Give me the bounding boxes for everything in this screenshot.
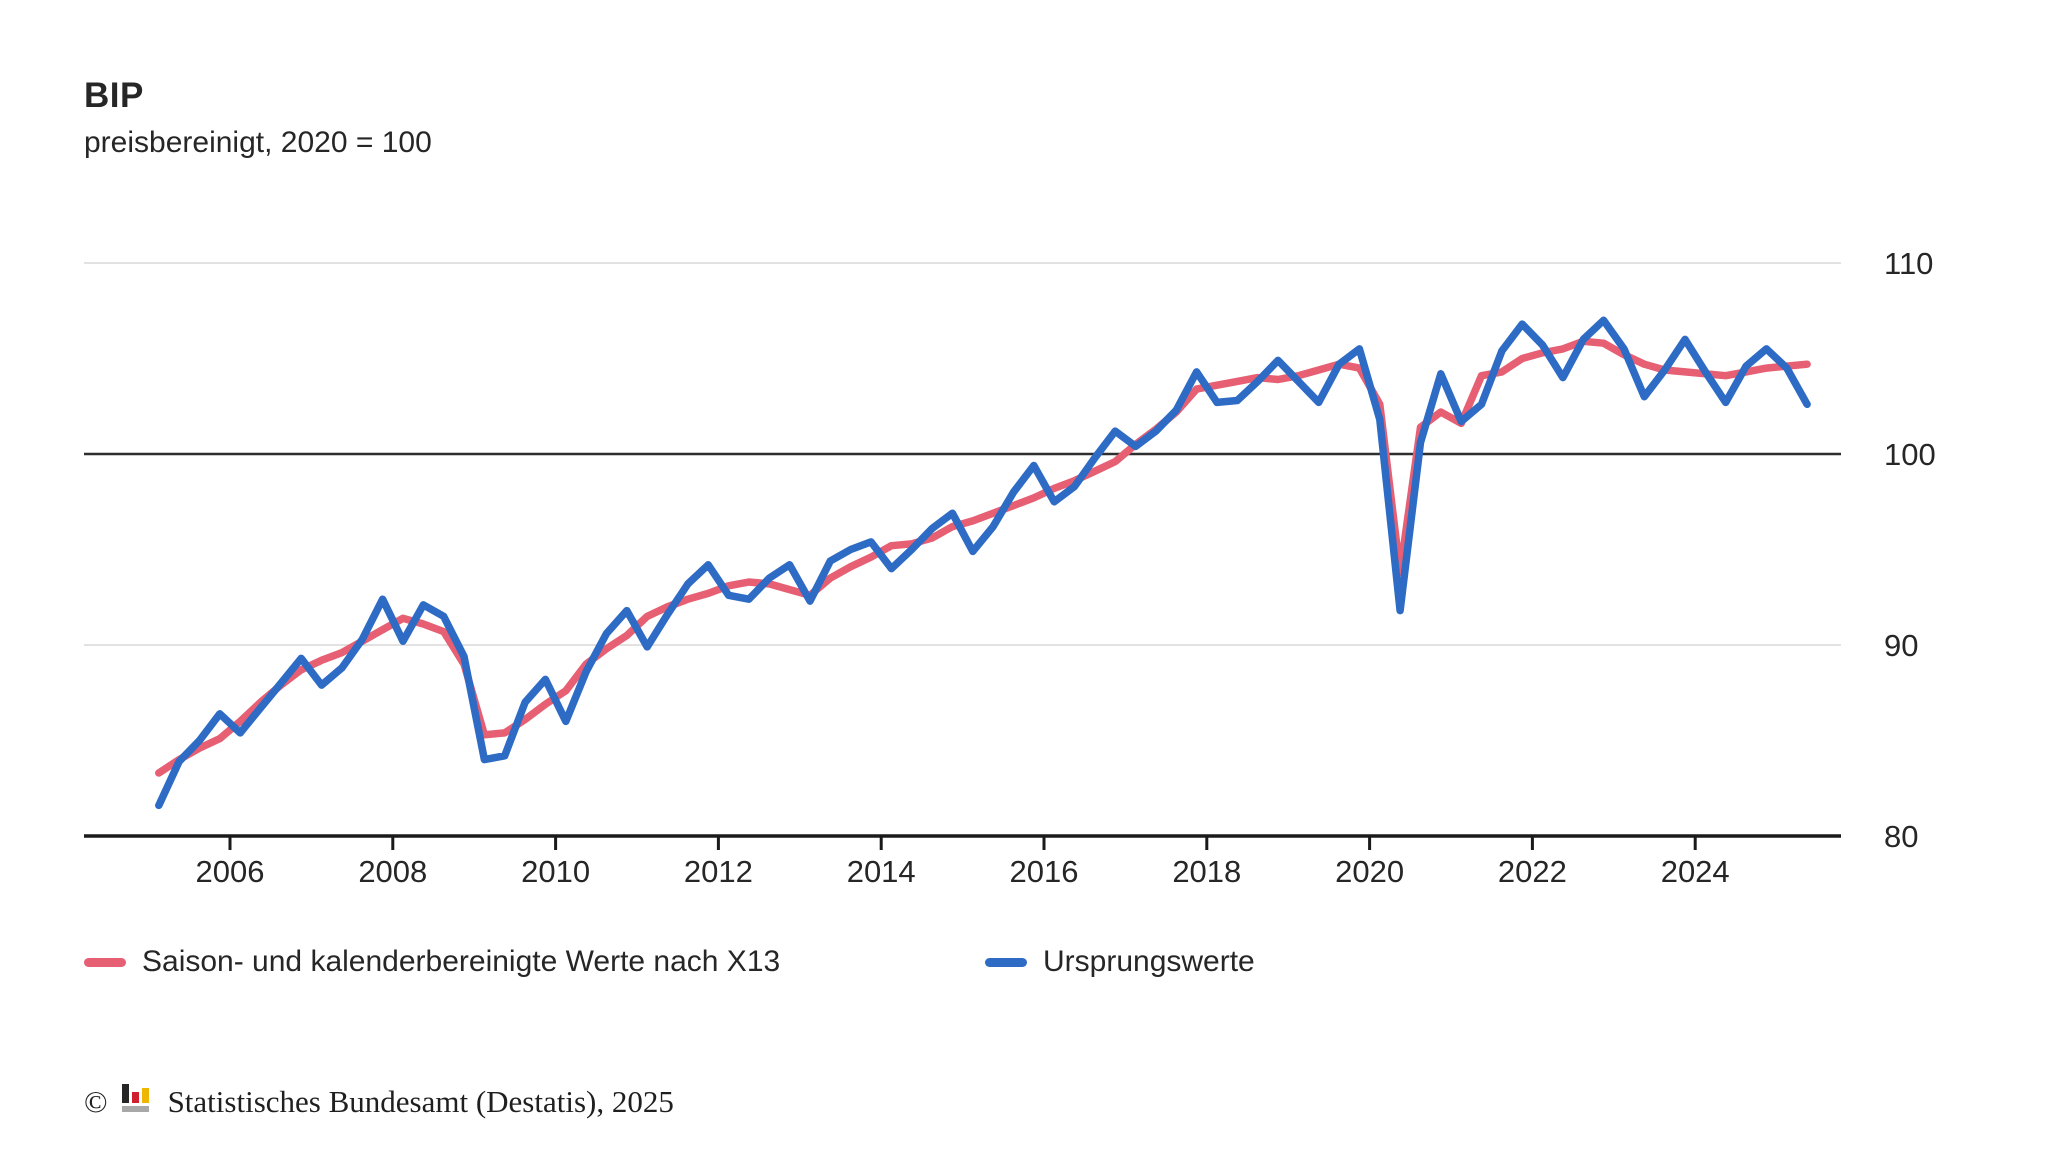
x-tick-label: 2024	[1661, 854, 1730, 889]
legend-label-original-values: Ursprungswerte	[1043, 945, 1255, 978]
x-tick-label: 2014	[847, 854, 916, 889]
y-tick-label: 80	[1884, 819, 1918, 854]
legend-swatch-blue	[985, 957, 1027, 967]
x-tick-label: 2008	[358, 854, 427, 889]
x-tick-label: 2022	[1498, 854, 1567, 889]
series-line-seasonally-adjusted	[155, 337, 1811, 777]
x-tick-label: 2010	[521, 854, 590, 889]
y-tick-label: 100	[1884, 437, 1936, 472]
x-tick-label: 2012	[684, 854, 753, 889]
x-tick-label: 2018	[1172, 854, 1241, 889]
y-tick-label: 90	[1884, 628, 1918, 663]
source-note: © Statistisches Bundesamt (Destatis), 20…	[84, 1080, 674, 1124]
source-text: Statistisches Bundesamt (Destatis), 2025	[167, 1084, 674, 1119]
x-tick-label: 2016	[1010, 854, 1079, 889]
destatis-logo-icon	[120, 1080, 156, 1124]
x-tick-label: 2006	[196, 854, 265, 889]
legend-label-seasonally-adjusted: Saison- und kalenderbereinigte Werte nac…	[142, 945, 781, 978]
legend-item-original-values[interactable]: Ursprungswerte	[985, 940, 1255, 984]
page-subtitle: preisbereinigt, 2020 = 100	[84, 126, 432, 159]
copyright-symbol: ©	[84, 1084, 108, 1119]
legend-item-seasonally-adjusted[interactable]: Saison- und kalenderbereinigte Werte nac…	[84, 940, 780, 984]
legend-swatch-red	[84, 957, 126, 967]
y-tick-label: 110	[1884, 246, 1933, 281]
x-tick-label: 2020	[1335, 854, 1404, 889]
page-title: BIP	[84, 76, 144, 115]
series-line-original-values	[155, 316, 1811, 810]
